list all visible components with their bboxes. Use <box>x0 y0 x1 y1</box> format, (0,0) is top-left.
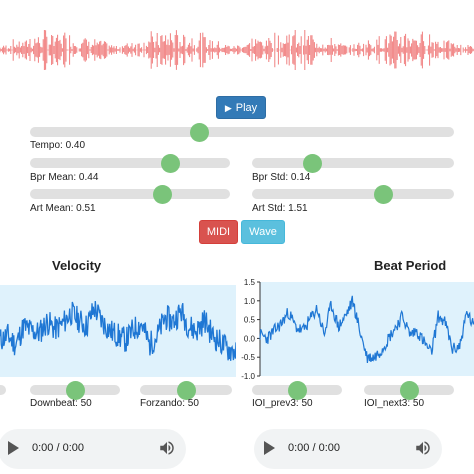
volume-icon[interactable] <box>414 439 432 457</box>
beat-period-series-line <box>259 295 474 363</box>
ioi-prev3-label: IOI_prev3: 50 <box>252 398 313 409</box>
wave-button[interactable]: Wave <box>241 220 285 244</box>
play-button-label: Play <box>235 102 258 114</box>
bpr-mean-slider-thumb[interactable] <box>160 153 180 173</box>
audio-time: 0:00 / 0:00 <box>32 442 84 454</box>
ioi-prev3-slider-track[interactable] <box>252 380 342 400</box>
audio-waveform <box>0 30 474 70</box>
art-std-slider-track[interactable] <box>252 184 454 204</box>
ioi-next3-slider-track[interactable] <box>364 380 454 400</box>
audio-play-icon[interactable] <box>264 441 275 455</box>
beat-period-ytick-label: 0.5 <box>244 316 256 325</box>
left-edge-slider-track[interactable] <box>0 385 6 395</box>
midi-button[interactable]: MIDI <box>199 220 238 244</box>
play-button[interactable]: ▶ Play <box>216 96 266 119</box>
ioi-next3-slider-thumb[interactable] <box>399 380 419 400</box>
art-std-label: Art Std: 1.51 <box>252 203 308 214</box>
beat-period-ytick-label: 1.5 <box>244 278 256 287</box>
downbeat-slider-thumb[interactable] <box>65 380 85 400</box>
audio-time: 0:00 / 0:00 <box>288 442 340 454</box>
art-mean-label: Art Mean: 0.51 <box>30 203 96 214</box>
art-mean-slider-thumb[interactable] <box>152 184 172 204</box>
forzando-slider-track[interactable] <box>140 380 232 400</box>
play-icon: ▶ <box>224 103 232 113</box>
bpr-std-label: Bpr Std: 0.14 <box>252 172 311 183</box>
downbeat-label: Downbeat: 50 <box>30 398 92 409</box>
tempo-slider-track[interactable] <box>30 122 454 142</box>
tempo-slider-thumb[interactable] <box>190 122 210 142</box>
beat-period-chart: 1.5 1.0 0.5 0.0 -0.5 -1.0 <box>241 278 474 381</box>
forzando-slider-thumb[interactable] <box>176 380 196 400</box>
waveform-path <box>0 30 474 70</box>
forzando-label: Forzando: 50 <box>140 398 199 409</box>
beat-period-ytick-label: 0.0 <box>244 334 256 343</box>
tempo-label: Tempo: 0.40 <box>30 140 86 151</box>
beat-period-ytick-label: -0.5 <box>241 353 255 362</box>
beat-period-ytick-label: 1.0 <box>244 297 256 306</box>
volume-icon[interactable] <box>158 439 176 457</box>
ioi-prev3-slider-thumb[interactable] <box>287 380 307 400</box>
velocity-audio-player[interactable]: 0:00 / 0:00 <box>0 429 186 469</box>
art-mean-slider-track[interactable] <box>30 184 230 204</box>
downbeat-slider-track[interactable] <box>30 380 120 400</box>
velocity-chart-title: Velocity <box>52 258 102 273</box>
beat-period-chart-title: Beat Period <box>374 258 447 273</box>
bpr-mean-slider-track[interactable] <box>30 153 230 173</box>
velocity-chart <box>0 285 236 377</box>
bpr-std-slider-track[interactable] <box>252 153 454 173</box>
velocity-series-line <box>0 300 236 361</box>
bpr-mean-label: Bpr Mean: 0.44 <box>30 172 99 183</box>
audio-play-icon[interactable] <box>8 441 19 455</box>
beat-period-audio-player[interactable]: 0:00 / 0:00 <box>254 429 442 469</box>
art-std-slider-thumb[interactable] <box>373 184 393 204</box>
bpr-std-slider-thumb[interactable] <box>303 153 323 173</box>
beat-period-ytick-label: -1.0 <box>241 372 255 381</box>
ioi-next3-label: IOI_next3: 50 <box>364 398 425 409</box>
